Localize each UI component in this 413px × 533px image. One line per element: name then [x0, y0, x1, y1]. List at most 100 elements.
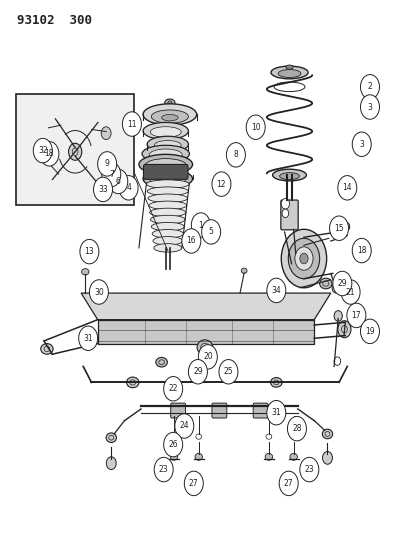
Circle shape: [329, 216, 348, 240]
Circle shape: [360, 75, 379, 99]
Ellipse shape: [143, 123, 188, 140]
Circle shape: [340, 280, 359, 304]
Text: 4: 4: [126, 183, 131, 192]
Ellipse shape: [143, 104, 196, 125]
Ellipse shape: [106, 433, 116, 442]
Text: 13: 13: [84, 247, 94, 256]
Circle shape: [109, 169, 128, 193]
Text: 16: 16: [186, 237, 196, 246]
Circle shape: [299, 253, 307, 264]
Text: 93102  300: 93102 300: [17, 14, 92, 27]
Circle shape: [163, 376, 182, 401]
Circle shape: [333, 311, 342, 321]
Ellipse shape: [152, 237, 182, 245]
Ellipse shape: [290, 434, 296, 439]
Ellipse shape: [149, 149, 182, 161]
Circle shape: [342, 222, 349, 231]
Circle shape: [346, 303, 365, 328]
Text: 12: 12: [216, 180, 225, 189]
Circle shape: [351, 238, 370, 263]
Ellipse shape: [81, 269, 89, 275]
Circle shape: [351, 132, 370, 157]
Text: 25: 25: [223, 367, 233, 376]
Text: 18: 18: [356, 246, 366, 255]
Ellipse shape: [143, 169, 192, 188]
Circle shape: [280, 198, 289, 209]
Circle shape: [93, 177, 112, 201]
Circle shape: [280, 229, 326, 288]
Ellipse shape: [150, 173, 185, 186]
Ellipse shape: [151, 222, 184, 231]
Ellipse shape: [147, 187, 188, 196]
Ellipse shape: [195, 434, 201, 439]
Text: 11: 11: [127, 119, 136, 128]
Ellipse shape: [167, 101, 171, 104]
Circle shape: [106, 457, 116, 470]
Text: 29: 29: [337, 279, 347, 288]
Text: 29: 29: [192, 367, 202, 376]
Text: 31: 31: [271, 408, 280, 417]
Polygon shape: [81, 293, 330, 320]
Circle shape: [33, 139, 52, 163]
Text: 17: 17: [351, 311, 360, 320]
Ellipse shape: [170, 454, 177, 461]
Ellipse shape: [150, 127, 181, 138]
Text: 14: 14: [342, 183, 351, 192]
Ellipse shape: [154, 141, 181, 150]
Ellipse shape: [147, 194, 187, 203]
Circle shape: [337, 321, 350, 338]
Circle shape: [163, 432, 182, 457]
Text: 26: 26: [168, 440, 178, 449]
Circle shape: [331, 282, 339, 293]
Text: 19: 19: [364, 327, 374, 336]
Ellipse shape: [289, 454, 297, 461]
Ellipse shape: [195, 454, 202, 461]
Text: 23: 23: [304, 465, 313, 474]
Text: 6: 6: [116, 177, 121, 186]
Circle shape: [188, 360, 207, 384]
Circle shape: [337, 175, 356, 200]
Ellipse shape: [147, 136, 188, 152]
Ellipse shape: [150, 215, 185, 224]
Ellipse shape: [241, 268, 247, 273]
Circle shape: [101, 127, 111, 140]
Circle shape: [78, 326, 97, 351]
Text: 2: 2: [367, 82, 371, 91]
Circle shape: [80, 239, 99, 264]
Text: 27: 27: [283, 479, 293, 488]
Text: 34: 34: [271, 286, 280, 295]
FancyBboxPatch shape: [280, 200, 297, 230]
Text: 5: 5: [208, 228, 213, 237]
Circle shape: [119, 175, 138, 200]
Ellipse shape: [278, 69, 300, 77]
Circle shape: [332, 271, 351, 296]
Ellipse shape: [270, 377, 281, 387]
Circle shape: [97, 152, 116, 176]
Circle shape: [181, 229, 200, 253]
Ellipse shape: [155, 358, 167, 367]
Circle shape: [360, 319, 379, 344]
Ellipse shape: [146, 180, 189, 188]
FancyBboxPatch shape: [143, 165, 188, 179]
Text: 18: 18: [45, 149, 54, 158]
FancyBboxPatch shape: [170, 403, 185, 418]
Ellipse shape: [164, 99, 175, 107]
Ellipse shape: [270, 66, 307, 79]
FancyBboxPatch shape: [211, 403, 226, 418]
Text: 10: 10: [250, 123, 260, 132]
Text: 28: 28: [292, 424, 301, 433]
Text: 1: 1: [198, 221, 203, 230]
Ellipse shape: [272, 169, 306, 181]
Circle shape: [287, 416, 306, 441]
Circle shape: [184, 471, 203, 496]
Text: 20: 20: [202, 352, 212, 361]
Ellipse shape: [161, 115, 178, 121]
Circle shape: [191, 213, 210, 237]
Text: 3: 3: [358, 140, 363, 149]
Circle shape: [122, 112, 141, 136]
Ellipse shape: [148, 201, 186, 209]
Text: 32: 32: [38, 146, 47, 155]
Ellipse shape: [197, 340, 212, 355]
Ellipse shape: [200, 343, 209, 351]
Circle shape: [266, 400, 285, 425]
